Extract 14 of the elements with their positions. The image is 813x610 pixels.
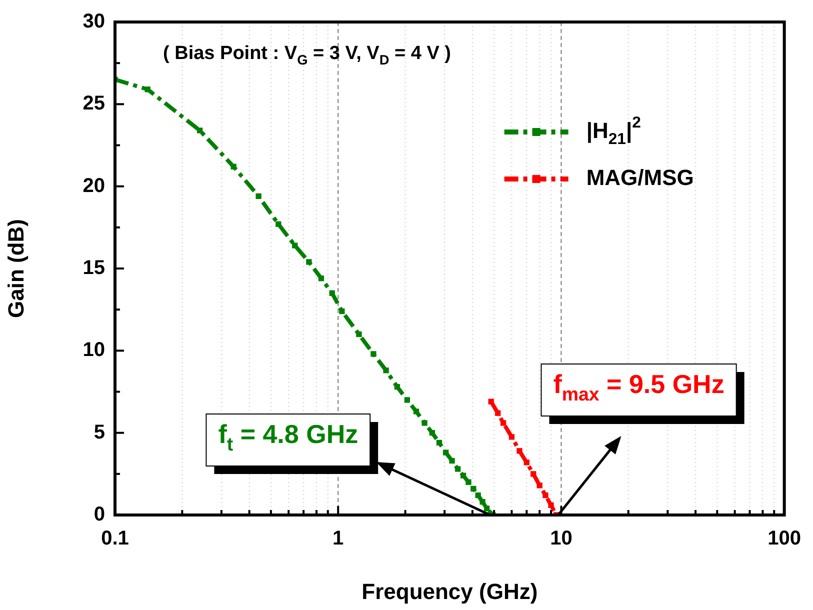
y-tick-label: 25 [82, 92, 105, 115]
legend-label: MAG/MSG [586, 165, 694, 190]
y-tick-label: 15 [82, 257, 105, 280]
x-tick-label: 100 [768, 528, 802, 550]
x-axis-title: Frequency (GHz) [362, 578, 538, 604]
y-tick-label: 10 [82, 339, 105, 362]
x-tick-label: 10 [550, 528, 572, 550]
x-tick-label: 0.1 [101, 528, 129, 550]
x-tick-label: 1 [332, 528, 344, 550]
y-tick-label: 0 [94, 504, 105, 526]
y-axis-title: Gain (dB) [3, 219, 28, 318]
y-tick-label: 20 [82, 174, 105, 197]
y-tick-label: 5 [94, 421, 105, 444]
y-tick-label: 30 [82, 10, 105, 33]
